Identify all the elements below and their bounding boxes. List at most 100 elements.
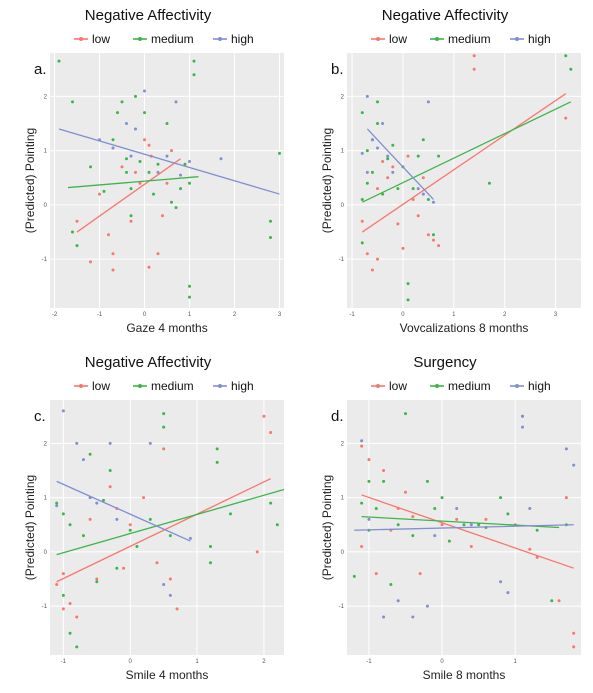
data-point bbox=[360, 241, 364, 245]
x-tick-label: 3 bbox=[278, 312, 282, 318]
series-medium bbox=[57, 59, 281, 299]
data-point bbox=[208, 544, 212, 548]
data-point bbox=[108, 441, 112, 445]
chart-panel-a: Negative Affectivity low medium high -2 -1 0 1 2… bbox=[0, 0, 296, 346]
series-low bbox=[360, 444, 576, 649]
data-point bbox=[102, 189, 106, 193]
data-point bbox=[168, 534, 172, 538]
chart-title: Negative Affectivity bbox=[85, 354, 212, 371]
data-point bbox=[188, 295, 191, 299]
legend-label: medium bbox=[151, 379, 194, 393]
regression-line bbox=[67, 176, 199, 189]
data-point bbox=[365, 149, 369, 153]
data-point bbox=[374, 507, 378, 511]
data-point bbox=[61, 572, 65, 576]
data-point bbox=[143, 138, 146, 142]
y-axis-label: (Predicted) Pointing bbox=[320, 475, 334, 580]
data-point bbox=[81, 534, 85, 538]
data-point bbox=[98, 192, 101, 196]
y-tick-label: 0 bbox=[44, 203, 48, 209]
data-point bbox=[134, 127, 137, 131]
data-point bbox=[421, 138, 425, 142]
legend-dot bbox=[79, 384, 83, 388]
data-point bbox=[122, 566, 126, 570]
data-point bbox=[425, 479, 429, 483]
data-point bbox=[382, 615, 386, 619]
legend-label: medium bbox=[151, 32, 194, 46]
data-point bbox=[521, 414, 524, 418]
plot-background bbox=[50, 400, 284, 655]
data-point bbox=[168, 593, 172, 597]
data-point bbox=[404, 490, 407, 494]
data-point bbox=[360, 501, 364, 505]
legend-item-low: low bbox=[371, 379, 407, 393]
legend-item-high: high bbox=[510, 32, 551, 46]
data-point bbox=[162, 447, 166, 451]
legend-dot bbox=[515, 37, 519, 41]
data-point bbox=[411, 515, 415, 519]
y-axis-label: (Predicted) Pointing bbox=[23, 128, 37, 233]
data-point bbox=[365, 181, 369, 185]
data-point bbox=[275, 523, 279, 527]
data-point bbox=[125, 122, 128, 126]
legend-item-high: high bbox=[213, 379, 254, 393]
data-point bbox=[440, 523, 444, 527]
legend-label: high bbox=[528, 32, 551, 46]
data-point bbox=[360, 151, 364, 155]
data-point bbox=[179, 173, 182, 177]
y-tick-label: 2 bbox=[341, 441, 345, 447]
regression-line bbox=[58, 128, 280, 195]
data-point bbox=[75, 244, 79, 248]
data-point bbox=[521, 425, 524, 429]
data-point bbox=[128, 528, 132, 532]
data-point bbox=[68, 631, 72, 635]
legend-label: low bbox=[92, 32, 110, 46]
data-point bbox=[506, 512, 510, 516]
data-point bbox=[120, 165, 124, 169]
data-point bbox=[192, 59, 196, 63]
legend-dot bbox=[138, 384, 142, 388]
data-point bbox=[360, 444, 364, 448]
data-point bbox=[75, 615, 79, 619]
data-point bbox=[433, 507, 437, 511]
data-point bbox=[396, 187, 400, 191]
data-point bbox=[569, 67, 573, 71]
data-point bbox=[155, 561, 159, 565]
data-point bbox=[89, 260, 92, 264]
data-point bbox=[269, 501, 273, 505]
data-point bbox=[564, 116, 568, 120]
chart-title: Surgency bbox=[413, 354, 477, 371]
y-tick-label: 0 bbox=[44, 550, 48, 556]
data-point bbox=[462, 523, 466, 527]
legend-item-low: low bbox=[74, 379, 110, 393]
data-point bbox=[365, 94, 369, 98]
plot-background bbox=[50, 53, 284, 308]
x-tick-label: 2 bbox=[262, 659, 266, 665]
x-axis-label: Vovcalizations 8 months bbox=[400, 321, 529, 335]
data-point bbox=[572, 631, 576, 635]
x-tick-label: -2 bbox=[52, 312, 58, 318]
data-point bbox=[421, 176, 425, 180]
data-point bbox=[147, 170, 151, 174]
x-tick-label: 1 bbox=[452, 312, 456, 318]
data-point bbox=[162, 425, 166, 429]
data-point bbox=[156, 252, 160, 256]
legend-dot bbox=[376, 37, 380, 41]
data-point bbox=[215, 460, 219, 464]
data-point bbox=[175, 607, 179, 611]
chart-svg: Negative Affectivity low medium high -1 0 1 2 -1… bbox=[23, 354, 285, 682]
y-tick-label: 1 bbox=[341, 149, 345, 155]
y-tick-label: 1 bbox=[341, 496, 345, 502]
data-point bbox=[447, 539, 451, 543]
data-point bbox=[129, 219, 133, 223]
legend-label: high bbox=[528, 379, 551, 393]
data-point bbox=[188, 536, 192, 540]
data-point bbox=[418, 572, 422, 576]
data-point bbox=[499, 496, 503, 500]
y-tick-label: 2 bbox=[341, 94, 345, 100]
x-tick-label: -1 bbox=[366, 659, 372, 665]
data-point bbox=[108, 469, 112, 473]
legend-label: high bbox=[231, 379, 254, 393]
x-axis-label: Smile 8 months bbox=[423, 668, 506, 682]
data-point bbox=[115, 517, 119, 521]
